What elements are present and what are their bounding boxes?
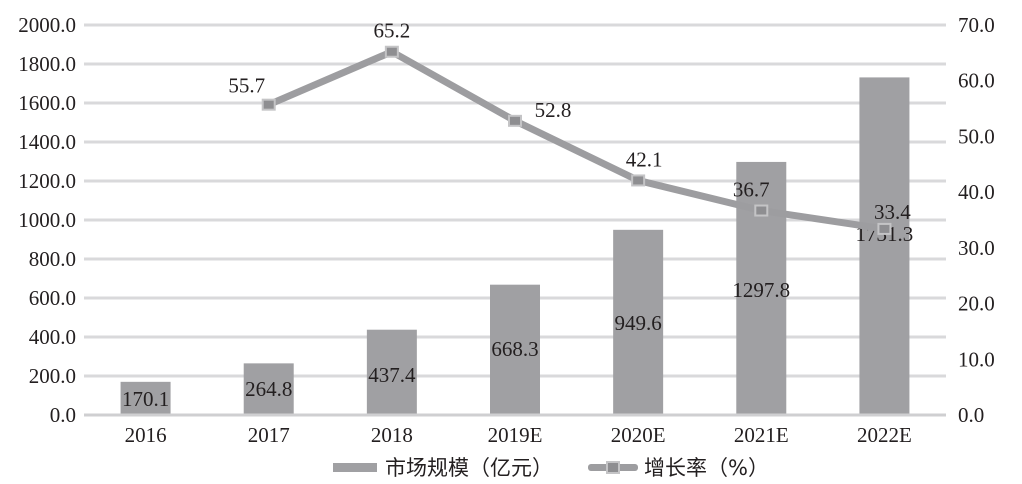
- legend-label-growth-rate: 增长率（%）: [644, 456, 769, 480]
- x-axis-ticks: 2016 2017 2018 2019E 2020E 2021E 2022E: [125, 423, 912, 447]
- left-axis-tick-label: 1400.0: [18, 130, 76, 154]
- line-data-label: 65.2: [373, 19, 410, 43]
- line-data-label: 52.8: [535, 98, 572, 122]
- left-axis-tick-label: 1600.0: [18, 91, 76, 115]
- bar-data-label: 437.4: [368, 363, 416, 387]
- line-data-label: 33.4: [874, 200, 911, 224]
- line-marker: [631, 174, 646, 187]
- right-axis-tick-label: 50.0: [958, 124, 995, 148]
- bar-data-label: 668.3: [491, 337, 538, 361]
- right-axis-tick-label: 0.0: [958, 403, 984, 427]
- line-series-growth-rate: [261, 45, 892, 235]
- right-axis-tick-label: 20.0: [958, 292, 995, 316]
- line-marker: [261, 98, 276, 111]
- bar-data-label: 949.6: [615, 311, 662, 335]
- right-axis-tick-label: 60.0: [958, 69, 995, 93]
- left-axis-tick-label: 2000.0: [18, 13, 76, 37]
- bar: [366, 329, 417, 414]
- x-axis-tick-label: 2019E: [488, 423, 543, 447]
- right-axis-tick-label: 10.0: [958, 347, 995, 371]
- bar: [120, 381, 171, 414]
- left-axis-tick-label: 1000.0: [18, 208, 76, 232]
- line-marker: [384, 45, 399, 58]
- x-axis-tick-label: 2020E: [611, 423, 666, 447]
- left-y-axis-ticks: 0.0 200.0 400.0 600.0 800.0 1000.0 1200.0 1400.…: [18, 13, 76, 427]
- left-axis-tick-label: 800.0: [29, 247, 76, 271]
- bar: [859, 77, 910, 414]
- legend-item-growth-rate: 增长率（%）: [588, 452, 769, 482]
- bar: [243, 363, 294, 414]
- bar-data-label: 170.1: [122, 387, 169, 411]
- line-data-label: 55.7: [228, 74, 265, 98]
- line-data-label: 36.7: [733, 178, 770, 202]
- left-axis-tick-label: 1200.0: [18, 169, 76, 193]
- line-marker: [877, 222, 892, 235]
- line-data-label: 42.1: [626, 147, 663, 171]
- line-marker-swatch-icon: [588, 460, 638, 474]
- gridlines: [84, 23, 946, 417]
- bar: [613, 229, 664, 414]
- bar-data-label: 264.8: [245, 377, 292, 401]
- left-axis-tick-label: 600.0: [29, 286, 76, 310]
- bar-data-label: 1297.8: [732, 278, 790, 302]
- line-data-labels: 55.7 65.2 52.8 42.1 36.7 33.4: [228, 19, 911, 224]
- bar: [490, 284, 540, 414]
- line-marker: [754, 204, 769, 217]
- left-axis-tick-label: 200.0: [29, 364, 76, 388]
- growth-rate-line: [267, 48, 885, 233]
- x-axis-tick-label: 2022E: [857, 423, 912, 447]
- x-axis-tick-label: 2018: [371, 423, 413, 447]
- right-axis-tick-label: 40.0: [958, 180, 995, 204]
- legend: 市场规模（亿元） 增长率（%）: [0, 452, 1022, 480]
- bar-series-market-size: [120, 77, 910, 414]
- legend-label-market-size: 市场规模（亿元）: [385, 456, 553, 480]
- line-marker: [508, 114, 522, 127]
- left-axis-tick-label: 1800.0: [18, 52, 76, 76]
- x-axis-tick-label: 2021E: [734, 423, 789, 447]
- right-axis-tick-label: 70.0: [958, 13, 995, 37]
- right-y-axis-ticks: 0.0 10.0 20.0 30.0 40.0 50.0 60.0 70.0: [958, 13, 995, 427]
- x-axis-tick-label: 2016: [125, 423, 167, 447]
- left-axis-tick-label: 0.0: [50, 403, 76, 427]
- right-axis-tick-label: 30.0: [958, 236, 995, 260]
- bar-swatch-icon: [333, 462, 377, 472]
- x-axis-tick-label: 2017: [248, 423, 290, 447]
- left-axis-tick-label: 400.0: [29, 325, 76, 349]
- legend-item-market-size: 市场规模（亿元）: [333, 452, 553, 482]
